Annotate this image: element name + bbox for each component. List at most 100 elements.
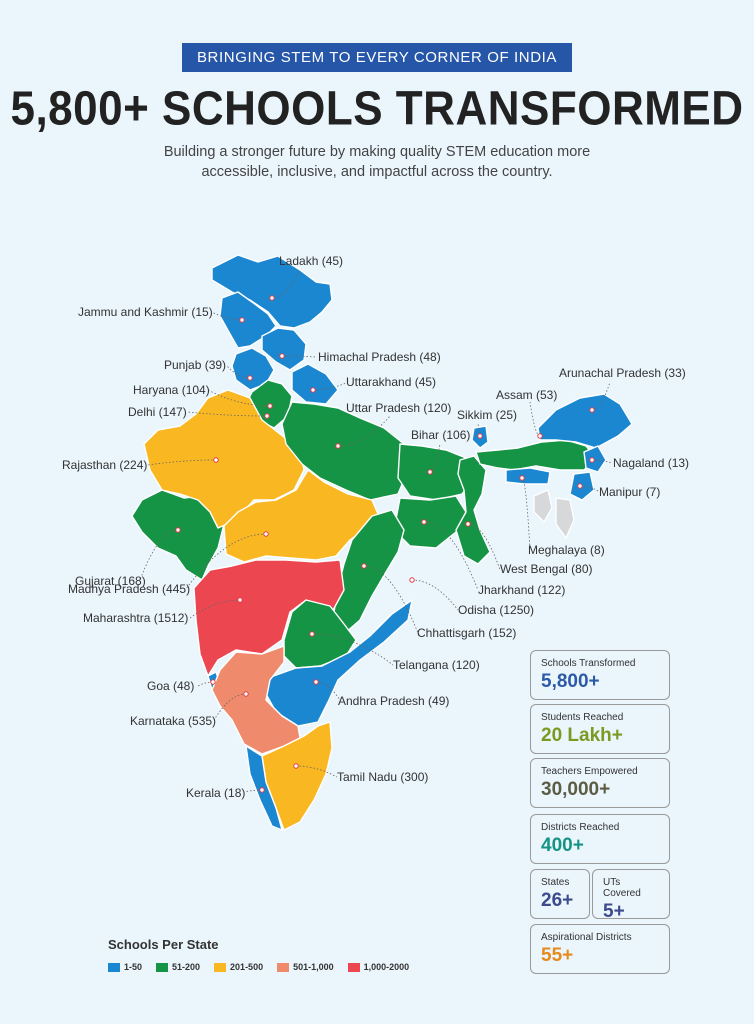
state-label-haryana: Haryana (104) xyxy=(133,383,210,397)
stat-title: States xyxy=(541,877,570,888)
state-marker-ladakh xyxy=(269,295,275,301)
state-label-assam: Assam (53) xyxy=(496,388,557,402)
state-marker-jharkhand xyxy=(421,519,427,525)
state-label-bihar: Bihar (106) xyxy=(411,428,470,442)
leader-line-jammu-and-kashmir xyxy=(211,311,243,321)
state-marker-uttarakhand xyxy=(310,387,316,393)
state-label-gujarat: Gujarat (168) xyxy=(75,574,146,588)
state-kerala xyxy=(245,745,283,831)
state-marker-jammu-and-kashmir xyxy=(239,317,245,323)
state-himachal-pradesh xyxy=(261,327,307,371)
state-label-tamil-nadu: Tamil Nadu (300) xyxy=(337,770,428,784)
legend-swatch xyxy=(108,962,120,972)
state-marker-bihar xyxy=(427,469,433,475)
label-leaders xyxy=(139,269,613,793)
state-label-jammu-and-kashmir: Jammu and Kashmir (15) xyxy=(78,305,213,319)
state-uttarakhand xyxy=(291,363,339,405)
state-label-uttarakhand: Uttarakhand (45) xyxy=(346,375,436,389)
state-marker-kerala xyxy=(259,787,265,793)
state-marker-andhra-pradesh xyxy=(313,679,319,685)
stat-card-schools: Schools Transformed 5,800+ xyxy=(530,650,670,700)
state-tripura xyxy=(533,489,553,523)
stat-value: 400+ xyxy=(541,835,584,856)
leader-line-nagaland xyxy=(591,459,613,464)
leader-line-punjab xyxy=(225,364,251,379)
stat-card-aspirational: Aspirational Districts 55+ xyxy=(530,924,670,974)
state-marker-sikkim xyxy=(477,433,483,439)
state-marker-gujarat xyxy=(175,527,181,533)
state-marker-karnataka xyxy=(243,691,249,697)
legend-swatch xyxy=(277,962,290,972)
state-jharkhand xyxy=(393,495,467,549)
state-marker-tamil-nadu xyxy=(293,763,299,769)
state-uttar-pradesh xyxy=(281,401,409,501)
state-label-karnataka: Karnataka (535) xyxy=(130,714,216,728)
state-west-bengal xyxy=(455,455,491,565)
stat-title: Schools Transformed xyxy=(541,658,636,669)
map-regions xyxy=(132,255,633,831)
leader-line-karnataka xyxy=(213,693,247,721)
state-marker-punjab xyxy=(247,375,253,381)
state-marker-assam xyxy=(537,433,543,439)
legend-label: 201-500 xyxy=(230,962,264,972)
stat-value: 5+ xyxy=(603,901,625,922)
leader-line-meghalaya xyxy=(521,477,531,551)
state-label-jharkhand: Jharkhand (122) xyxy=(478,583,565,597)
leader-line-madhya-pradesh xyxy=(185,533,267,590)
state-marker-haryana xyxy=(267,403,273,409)
state-meghalaya xyxy=(505,467,551,485)
header-banner: BRINGING STEM TO EVERY CORNER OF INDIA xyxy=(182,43,572,72)
state-label-himachal-pradesh: Himachal Pradesh (48) xyxy=(318,350,441,364)
state-label-andhra-pradesh: Andhra Pradesh (49) xyxy=(338,694,449,708)
page-subtitle: Building a stronger future by making qua… xyxy=(163,144,591,180)
leader-line-maharashtra xyxy=(189,599,241,619)
page-title: 5,800+ SCHOOLS TRANSFORMED xyxy=(10,81,744,136)
state-marker-meghalaya xyxy=(519,475,525,481)
state-label-meghalaya: Meghalaya (8) xyxy=(528,543,605,557)
leader-line-arunachal-pradesh xyxy=(591,381,611,411)
state-label-delhi: Delhi (147) xyxy=(128,405,187,419)
state-marker-odisha xyxy=(409,577,415,583)
legend-label: 1,000-2000 xyxy=(363,962,410,972)
state-label-goa: Goa (48) xyxy=(147,679,194,693)
state-marker-delhi xyxy=(264,413,270,419)
state-label-punjab: Punjab (39) xyxy=(164,358,226,372)
state-marker-west-bengal xyxy=(465,521,471,527)
stat-card-districts: Districts Reached 400+ xyxy=(530,814,670,864)
legend-item: 51-200 xyxy=(156,962,200,972)
leader-line-gujarat xyxy=(139,529,179,581)
state-label-sikkim: Sikkim (25) xyxy=(457,408,517,422)
leader-line-jharkhand xyxy=(423,521,479,591)
state-label-ladakh: Ladakh (45) xyxy=(279,254,343,268)
stat-card-teachers: Teachers Empowered 30,000+ xyxy=(530,758,670,808)
legend-swatch xyxy=(214,962,227,972)
state-marker-manipur xyxy=(577,483,583,489)
state-label-kerala: Kerala (18) xyxy=(186,786,245,800)
stat-value: 26+ xyxy=(541,890,574,911)
leader-line-odisha xyxy=(411,579,459,611)
stat-value: 55+ xyxy=(541,945,574,966)
leader-line-delhi xyxy=(187,411,268,417)
state-marker-maharashtra xyxy=(237,597,243,603)
legend-label: 1-50 xyxy=(124,962,143,972)
state-karnataka xyxy=(211,645,301,755)
state-mizoram xyxy=(555,497,575,539)
state-marker-madhya-pradesh xyxy=(263,531,269,537)
stat-card-uts: UTs Covered 5+ xyxy=(592,869,670,922)
state-marker-nagaland xyxy=(589,457,595,463)
state-label-arunachal-pradesh: Arunachal Pradesh (33) xyxy=(559,366,686,380)
state-label-madhya-pradesh: Madhya Pradesh (445) xyxy=(68,582,190,596)
stat-value: 30,000+ xyxy=(541,779,611,800)
stat-card-students: Students Reached 20 Lakh+ xyxy=(530,704,670,754)
state-marker-goa xyxy=(210,679,216,685)
state-marker-uttar-pradesh xyxy=(335,443,341,449)
legend-item: 1-50 xyxy=(108,962,142,972)
stat-title: Students Reached xyxy=(541,712,624,723)
state-arunachal-pradesh xyxy=(537,393,633,449)
stat-value: 20 Lakh+ xyxy=(541,725,623,746)
stat-title: Teachers Empowered xyxy=(541,766,638,777)
stat-title: Districts Reached xyxy=(541,822,620,833)
state-label-odisha: Odisha (1250) xyxy=(458,603,534,617)
stat-value: 5,800+ xyxy=(541,671,600,692)
leader-line-tamil-nadu xyxy=(295,765,338,778)
